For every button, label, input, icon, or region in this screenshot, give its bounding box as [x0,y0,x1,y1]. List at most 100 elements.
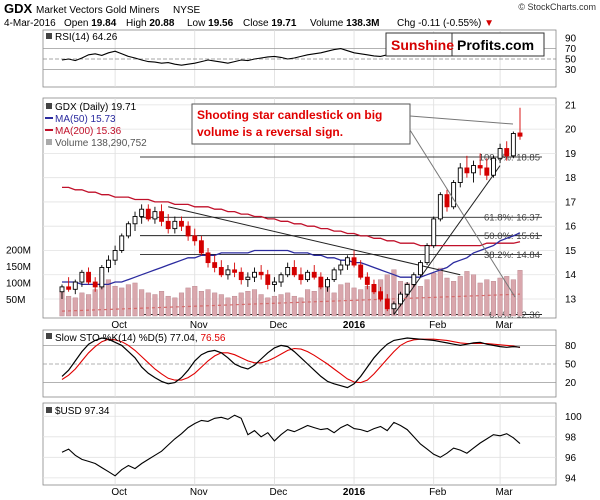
usd-x-label: Mar [495,487,513,498]
rsi-tick-label: 30 [565,65,577,76]
annotation-pointer-bottom [409,129,516,298]
candle-body [106,259,111,268]
high-value: 20.88 [149,18,174,29]
support-dashed-line [61,293,521,312]
sto-tick-label: 20 [565,378,577,389]
candle-body [139,208,145,217]
fib-level-label: 61.8%: 16.37 [484,213,540,224]
candle-body [444,194,450,208]
candle-body [477,165,483,169]
volume-bar [251,289,258,317]
volume-bar [364,286,370,317]
volume-bar [205,289,211,317]
volume-bar [490,281,496,317]
volume-bar [165,295,171,317]
volume-bar [358,289,364,317]
high-label: High 20.88 [126,18,175,29]
candle-body [86,271,91,283]
low-label: Low 19.56 [187,18,234,29]
logo-profits: Profits.com [457,37,534,53]
volume-tick-label: 50M [6,295,25,306]
candle-body [404,283,410,295]
price-tick-label: 13 [565,295,577,306]
candle-body [172,220,178,230]
candle-body [371,283,377,293]
candle-body [245,276,251,281]
low-value: 19.56 [208,18,233,29]
volume-bar [477,282,483,317]
volume-bar [212,292,218,317]
volume-bar [271,295,277,317]
price-tick-label: 20 [565,125,577,136]
candle-body [398,293,403,305]
fib-level-label: 38.2%: 14.84 [484,250,540,261]
volume-bar [291,295,297,317]
logo-frame [385,32,545,57]
candle-body [212,262,218,268]
ma50-line [62,232,521,286]
candle-body [471,165,476,174]
open-label: Open 19.84 [64,18,117,29]
candle-body [431,218,437,247]
candle-body [238,271,244,281]
price-legend-gdx: GDX (Daily) 19.71 [55,102,137,113]
candle-body [278,274,284,283]
price-legend-ma200: MA(200) 15.36 [55,126,122,137]
exchange-label: NYSE [173,5,201,16]
candle-body [338,264,344,271]
candle-body [192,235,198,242]
candle-body [198,240,204,254]
volume-bar [159,291,165,317]
volume-bar [72,297,78,317]
candle-body [66,286,72,290]
candle-body [344,257,350,266]
fib-level-label: 100.0%: 18.85 [479,153,540,164]
candle-body [364,276,370,285]
volume-tick-label: 100M [6,278,31,289]
volume-bar [178,292,185,317]
usd-x-label: Dec [270,487,288,498]
volume-bar [351,287,357,317]
volume-bar [105,279,111,317]
price-x-label: 2016 [343,320,366,331]
candle-body [417,262,423,276]
volume-bar [86,294,92,317]
candle-body [451,182,457,208]
usd-legend-text: $USD 97.34 [55,406,110,417]
price-x-label: Dec [270,320,288,331]
volume-bar [305,289,311,317]
volume-bar [517,270,523,317]
volume-bar [125,284,131,317]
price-tick-label: 21 [565,100,577,111]
security-name: Market Vectors Gold Miners [36,5,159,16]
rsi-tick-label: 70 [565,44,577,55]
volume-bar [265,297,271,317]
volume-bar [198,291,204,317]
candle-body [232,269,238,273]
open-value: 19.84 [91,18,116,29]
axis-tick-labels: 90705030212019181716151413OctOctNovNovDe… [6,34,582,498]
volume-bar [92,289,98,317]
volume-bar [145,292,151,317]
candle-body [159,211,165,222]
usd-legend: $USD 97.34 [46,406,110,417]
low-label-text: Low [187,18,206,29]
price-tick-label: 16 [565,222,577,233]
annotation-pointer-top [409,115,514,125]
close-value: 19.71 [271,18,296,29]
rsi-legend: RSI(14) 64.26 [46,32,118,43]
rsi-legend-text: RSI(14) 64.26 [55,32,118,43]
candle-body [185,225,191,237]
candle-body [271,281,277,285]
symbol-label: GDX [4,1,33,16]
ma200-line [62,186,521,247]
candle-body [225,269,231,276]
volume-bar [139,289,145,317]
logo-sunshine: Sunshine [391,37,454,53]
trend-lines [61,165,521,315]
usd-tick-label: 100 [565,412,582,423]
price-x-label: Oct [111,320,127,331]
volume-bar [225,297,231,317]
chart-header: GDX Market Vectors Gold Miners NYSE © St… [4,1,596,29]
